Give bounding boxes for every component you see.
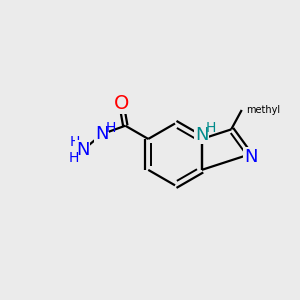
Text: H: H [206, 121, 216, 135]
Text: H: H [69, 151, 79, 165]
Text: H: H [70, 135, 80, 149]
Text: methyl: methyl [246, 105, 280, 115]
Text: H: H [105, 122, 116, 135]
Text: N: N [195, 125, 208, 143]
Text: N: N [95, 125, 109, 143]
Text: N: N [244, 148, 258, 166]
Text: N: N [76, 141, 89, 159]
Text: O: O [114, 94, 129, 113]
